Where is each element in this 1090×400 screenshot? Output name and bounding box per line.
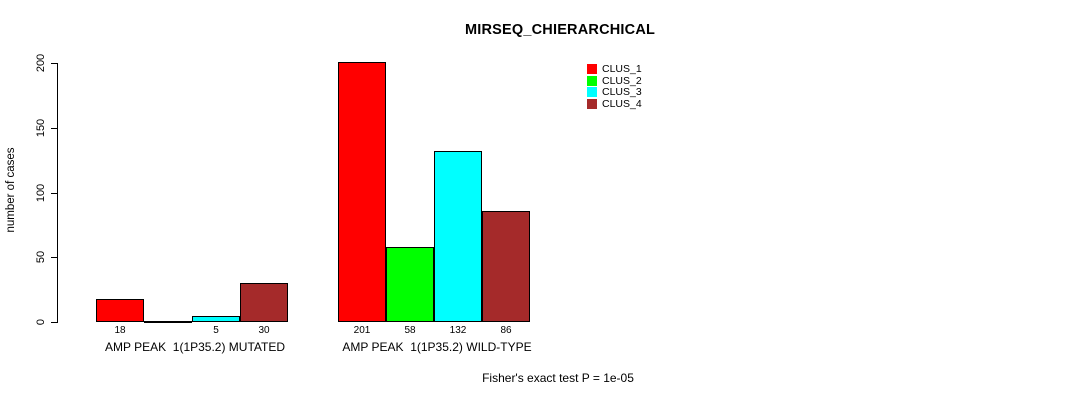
y-tick-mark [51, 63, 57, 64]
y-axis-line [57, 63, 58, 323]
y-tick-label: 100 [35, 183, 47, 203]
legend: CLUS_1 CLUS_2 CLUS_3 CLUS_4 [587, 63, 642, 110]
legend-item-clus_2: CLUS_2 [587, 74, 642, 87]
bar-clus_2 [144, 321, 192, 323]
bar-value-label: 132 [449, 325, 467, 336]
legend-swatch-clus_1 [587, 64, 597, 74]
bar-clus_1 [96, 299, 144, 322]
legend-swatch-clus_2 [587, 75, 597, 86]
bar-value-label: 5 [213, 325, 219, 336]
bar-clus_2 [386, 247, 434, 322]
y-axis-label: number of cases [5, 147, 17, 233]
bar-clus_4 [240, 283, 288, 322]
bar-value-label: 201 [353, 325, 371, 336]
fisher-test-annotation: Fisher's exact test P = 1e-05 [482, 371, 634, 385]
x-category-label: AMP PEAK 1(1P35.2) MUTATED [104, 340, 286, 354]
y-tick-label: 50 [35, 250, 47, 264]
legend-item-clus_1: CLUS_1 [587, 63, 642, 75]
y-tick-label: 150 [35, 118, 47, 138]
y-tick-mark [51, 257, 57, 258]
bar-value-label: 18 [114, 325, 126, 336]
y-tick-mark [51, 193, 57, 194]
legend-item-clus_4: CLUS_4 [587, 97, 642, 110]
x-category-label: AMP PEAK 1(1P35.2) WILD-TYPE [342, 340, 532, 354]
bar-clus_4 [482, 211, 530, 322]
legend-label: CLUS_3 [602, 86, 642, 98]
bar-value-label: 58 [404, 325, 416, 336]
y-tick-label: 200 [35, 53, 47, 73]
chart-title: MIRSEQ_CHIERARCHICAL [464, 22, 656, 38]
bar-value-label: 30 [258, 325, 270, 336]
bar-clus_1 [338, 62, 386, 322]
bar-value-label: 86 [500, 325, 512, 336]
legend-item-clus_3: CLUS_3 [587, 86, 642, 98]
bar-clus_3 [434, 151, 482, 322]
legend-label: CLUS_4 [602, 97, 642, 110]
legend-swatch-clus_4 [587, 98, 597, 109]
y-tick-label: 0 [35, 318, 47, 326]
legend-swatch-clus_3 [587, 87, 597, 97]
bar-clus_3 [192, 316, 240, 322]
legend-label: CLUS_1 [602, 63, 642, 75]
y-tick-mark [51, 322, 57, 323]
y-tick-mark [51, 128, 57, 129]
legend-label: CLUS_2 [602, 74, 642, 87]
